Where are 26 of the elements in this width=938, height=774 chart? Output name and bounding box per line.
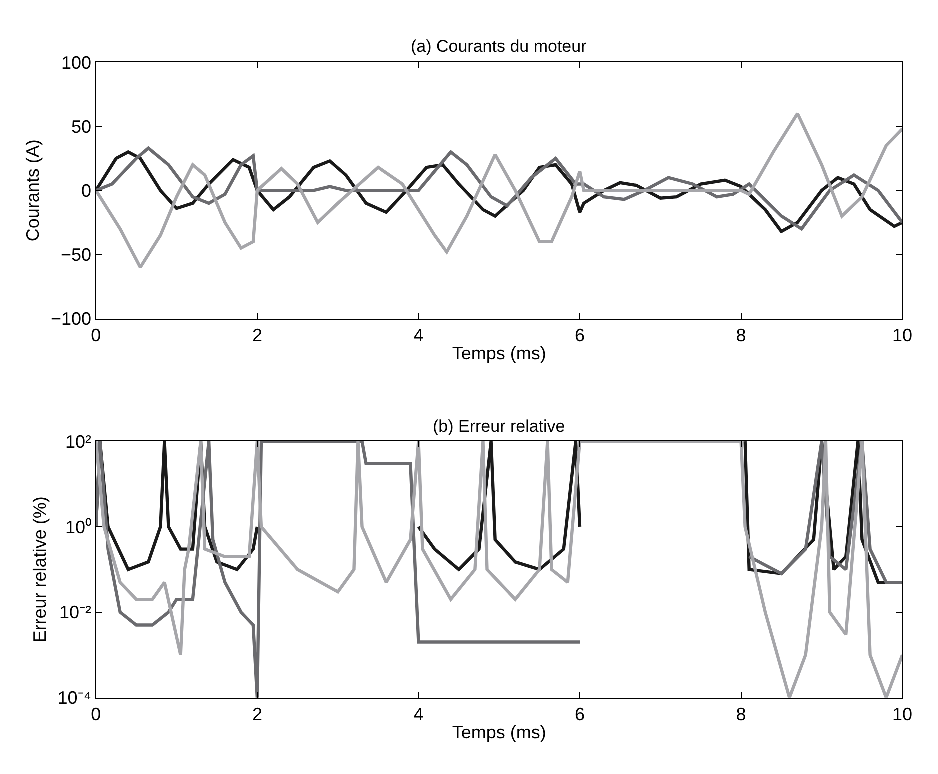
x-tick-label: 10 <box>892 325 913 346</box>
x-axis-title: Temps (ms) <box>452 722 546 743</box>
y-tick-label: 100 <box>62 52 92 73</box>
x-tick-label: 6 <box>574 704 586 724</box>
y-tick-label: 10⁰ <box>66 517 92 538</box>
x-tick-label: 4 <box>414 704 424 724</box>
x-tick-label: 2 <box>252 325 262 346</box>
chart-title: (b) Erreur relative <box>433 417 566 436</box>
y-axis-title: Courants (A) <box>23 140 44 242</box>
line-series <box>96 112 903 270</box>
y-tick-label: 10⁻² <box>60 602 92 623</box>
x-tick-label: 4 <box>414 325 424 346</box>
x-tick-label: 6 <box>574 325 586 346</box>
y-tick-label: 10⁻⁴ <box>58 688 92 708</box>
x-tick-label: 8 <box>736 704 746 724</box>
y-axis-title: Erreur relative (%) <box>30 496 50 643</box>
y-tick-label: 0 <box>82 180 92 201</box>
y-tick-label: −100 <box>51 309 92 330</box>
x-tick-label: 10 <box>892 704 913 724</box>
y-tick-label: 10² <box>66 432 92 452</box>
chart-title: (a) Courants du moteur <box>411 37 588 56</box>
x-tick-label: 2 <box>252 704 262 724</box>
x-tick-label: 8 <box>736 325 746 346</box>
x-axis-title: Temps (ms) <box>452 344 546 364</box>
y-tick-label: 50 <box>72 116 92 137</box>
y-tick-label: −50 <box>61 245 92 266</box>
